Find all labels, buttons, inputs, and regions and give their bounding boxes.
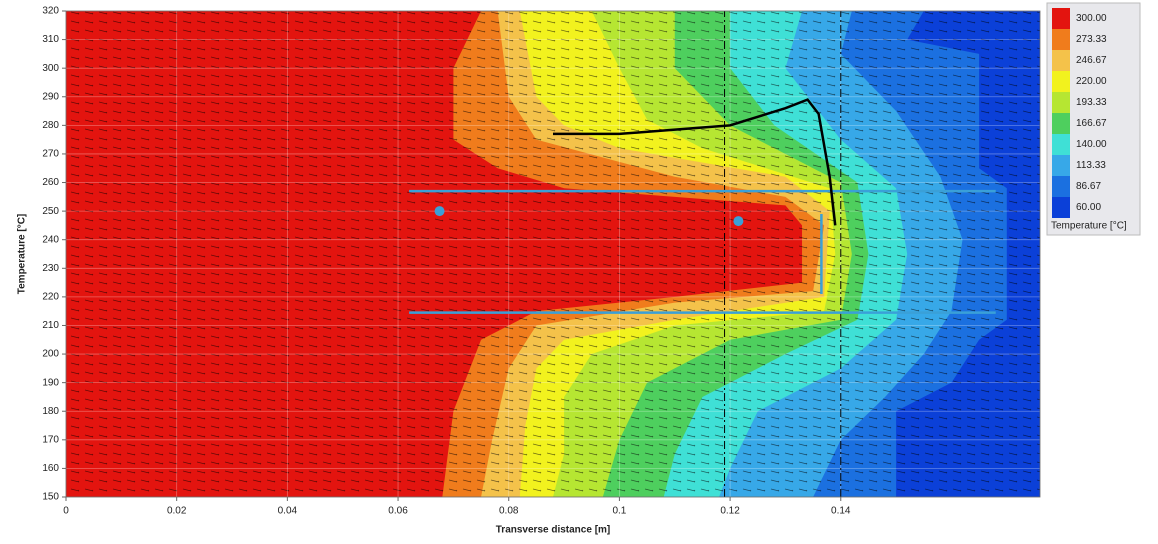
- vector-field: [66, 11, 1040, 497]
- colorbar-swatch: [1052, 197, 1070, 218]
- y-tick-label: 240: [42, 234, 59, 245]
- colorbar-swatch: [1052, 50, 1070, 71]
- x-tick-label: 0.04: [278, 506, 298, 517]
- chart: Transverse distance [m] Temperature [°C]…: [0, 0, 1158, 539]
- y-tick-label: 200: [42, 349, 59, 360]
- y-tick-label: 220: [42, 292, 59, 303]
- colorbar-swatch: [1052, 92, 1070, 113]
- probe-point: [435, 206, 445, 216]
- y-tick-label: 210: [42, 320, 59, 331]
- colorbar-title: Temperature [°C]: [1051, 221, 1127, 232]
- colorbar-swatch: [1052, 113, 1070, 134]
- x-tick-label: 0.06: [388, 506, 408, 517]
- y-tick-label: 160: [42, 463, 59, 474]
- colorbar-swatch: [1052, 8, 1070, 29]
- y-tick-label: 280: [42, 120, 59, 131]
- colorbar-label: 220.00: [1076, 76, 1107, 87]
- x-tick-label: 0.14: [831, 506, 851, 517]
- colorbar-label: 166.67: [1076, 118, 1107, 129]
- y-tick-label: 260: [42, 177, 59, 188]
- y-tick-label: 290: [42, 91, 59, 102]
- y-axis-title: Temperature [°C]: [17, 214, 28, 295]
- y-tick-label: 170: [42, 434, 59, 445]
- y-tick-label: 180: [42, 406, 59, 417]
- colorbar-label: 86.67: [1076, 181, 1101, 192]
- colorbar-label: 193.33: [1076, 97, 1107, 108]
- y-tick-label: 320: [42, 6, 59, 17]
- colorbar-label: 246.67: [1076, 55, 1107, 66]
- y-tick-label: 310: [42, 34, 59, 45]
- colorbar-swatch: [1052, 155, 1070, 176]
- colorbar-label: 60.00: [1076, 202, 1101, 213]
- colorbar-swatch: [1052, 29, 1070, 50]
- colorbar-label: 113.33: [1076, 160, 1106, 171]
- probe-point: [733, 216, 743, 226]
- y-tick-label: 250: [42, 206, 59, 217]
- colorbar-label: 140.00: [1076, 139, 1107, 150]
- y-tick-label: 230: [42, 263, 59, 274]
- y-tick-label: 270: [42, 149, 59, 160]
- colorbar-swatch: [1052, 134, 1070, 155]
- x-tick-label: 0: [63, 506, 69, 517]
- colorbar-swatch: [1052, 71, 1070, 92]
- colorbar-label: 300.00: [1076, 13, 1107, 24]
- x-tick-label: 0.1: [612, 506, 626, 517]
- x-tick-label: 0.02: [167, 506, 187, 517]
- y-tick-label: 190: [42, 377, 59, 388]
- colorbar-swatch: [1052, 176, 1070, 197]
- y-tick-label: 300: [42, 63, 59, 74]
- x-tick-label: 0.08: [499, 506, 519, 517]
- x-axis-title: Transverse distance [m]: [496, 525, 611, 536]
- colorbar-label: 273.33: [1076, 34, 1107, 45]
- y-tick-label: 150: [42, 492, 59, 503]
- x-tick-label: 0.12: [720, 506, 740, 517]
